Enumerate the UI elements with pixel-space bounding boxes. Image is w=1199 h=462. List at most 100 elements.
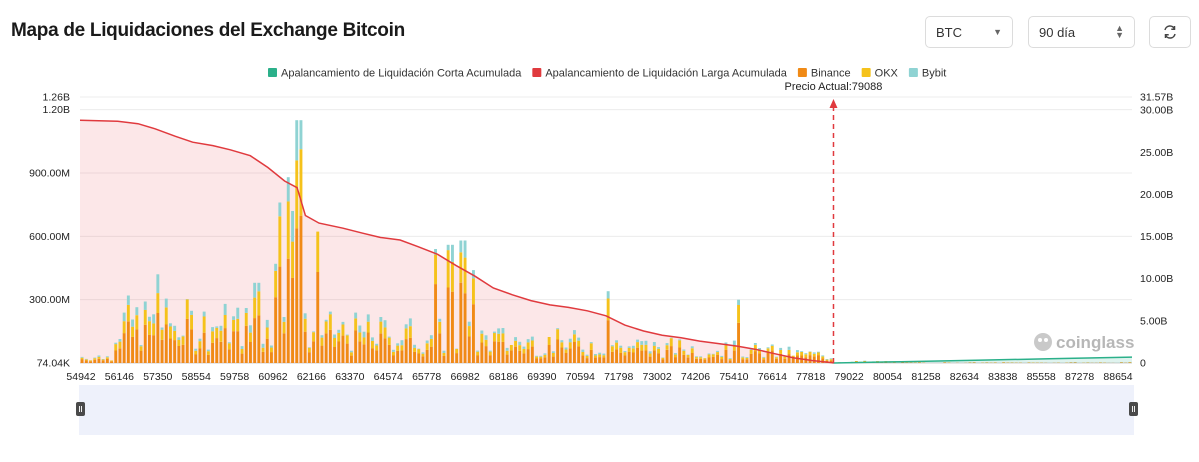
bar-okx (169, 326, 172, 339)
bar-okx (758, 349, 761, 354)
bar-binance (429, 346, 433, 363)
bar-okx (434, 254, 437, 284)
navigator-left-handle[interactable] (76, 402, 85, 416)
x-tick-label: 83838 (988, 371, 1017, 383)
bar-okx (648, 353, 652, 357)
bar-bybit (699, 356, 703, 358)
bar-binance (148, 334, 151, 363)
y-right-tick-label: 15.00B (1140, 231, 1173, 243)
bar-bybit (678, 339, 682, 341)
bar-binance (530, 346, 534, 363)
bar-bybit (585, 354, 589, 356)
bar-okx (227, 343, 231, 350)
refresh-icon (1164, 25, 1176, 39)
bar-bybit (126, 295, 130, 305)
bar-okx (232, 319, 235, 332)
bar-binance (118, 348, 122, 363)
bar-bybit (459, 240, 463, 253)
bar-binance (244, 325, 248, 363)
asset-select[interactable]: BTC ▼ (925, 16, 1013, 48)
bar-binance (791, 358, 795, 363)
bar-okx (446, 250, 450, 288)
bar-binance (451, 291, 454, 363)
bar-okx (463, 257, 467, 294)
bar-binance (661, 359, 665, 363)
x-tick-label: 65778 (412, 371, 441, 383)
bar-binance (295, 228, 299, 363)
long-cumulative-line (79, 119, 834, 364)
refresh-button[interactable] (1149, 16, 1191, 48)
bar-okx (126, 304, 130, 322)
navigator-right-handle[interactable] (1129, 402, 1138, 416)
bar-binance (812, 356, 816, 363)
bar-binance (749, 353, 753, 363)
bar-okx (240, 349, 244, 354)
bar-okx (328, 314, 332, 330)
bar-okx (299, 149, 303, 216)
bar-binance (829, 360, 833, 363)
bar-binance (779, 353, 783, 363)
bar-binance (169, 338, 172, 363)
bar-bybit (779, 347, 783, 350)
x-tick-label: 73002 (643, 371, 672, 383)
bar-bybit (286, 177, 290, 202)
bar-binance (105, 358, 109, 363)
bar-okx (190, 314, 193, 330)
bar-okx (194, 350, 198, 355)
legend-label: Binance (811, 68, 851, 80)
bar-binance (535, 358, 538, 363)
bar-bybit (762, 356, 766, 358)
bar-okx (152, 323, 156, 336)
bar-bybit (249, 325, 252, 333)
bar-bybit (181, 335, 185, 337)
bar-bybit (101, 359, 105, 360)
bar-okx (615, 342, 618, 350)
bar-bybit (156, 274, 160, 294)
bar-okx (181, 336, 185, 345)
bar-bybit (594, 354, 597, 356)
bar-okx (215, 327, 219, 339)
bar-binance (1120, 362, 1123, 363)
bar-okx (745, 358, 749, 360)
bar-okx (577, 340, 581, 347)
bar-binance (699, 358, 703, 363)
bar-okx (560, 342, 564, 348)
bar-okx (110, 360, 113, 362)
bar-binance (484, 346, 488, 363)
bar-okx (695, 357, 698, 359)
bar-okx (274, 270, 278, 298)
bar-okx (505, 350, 509, 355)
bar-bybit (631, 345, 635, 349)
bar-okx (724, 345, 728, 350)
bar-binance (455, 353, 459, 363)
range-navigator[interactable] (79, 385, 1134, 435)
bar-binance (560, 347, 564, 363)
y-right-tick-label: 5.00B (1140, 315, 1167, 327)
range-select[interactable]: 90 día ▲ ▼ (1028, 16, 1135, 48)
bar-bybit (619, 345, 623, 348)
bar-bybit (467, 321, 471, 326)
bar-binance (505, 354, 509, 363)
bar-bybit (202, 311, 206, 317)
bar-binance (126, 321, 130, 363)
x-tick-label: 74206 (681, 371, 710, 383)
bar-okx (518, 345, 522, 351)
bar-bybit (526, 339, 530, 343)
bar-okx (249, 332, 252, 342)
bar-bybit (379, 317, 383, 322)
bar-bybit (429, 335, 433, 339)
bar-binance (547, 345, 551, 363)
bar-binance (741, 359, 745, 363)
bar-binance (198, 348, 202, 363)
bar-bybit (253, 282, 257, 298)
bar-binance (80, 359, 84, 363)
bar-bybit (484, 335, 488, 340)
bar-binance (421, 356, 425, 363)
x-tick-label: 71798 (604, 371, 633, 383)
bar-binance (278, 266, 282, 363)
bar-okx (535, 356, 538, 359)
short-cumulative-fill (833, 357, 1132, 363)
bar-binance (312, 341, 315, 363)
bar-binance (307, 352, 311, 363)
bar-okx (699, 357, 703, 359)
